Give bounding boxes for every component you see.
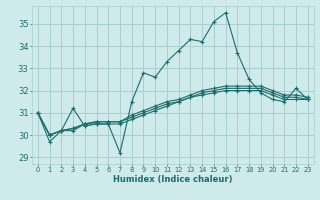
- X-axis label: Humidex (Indice chaleur): Humidex (Indice chaleur): [113, 175, 233, 184]
